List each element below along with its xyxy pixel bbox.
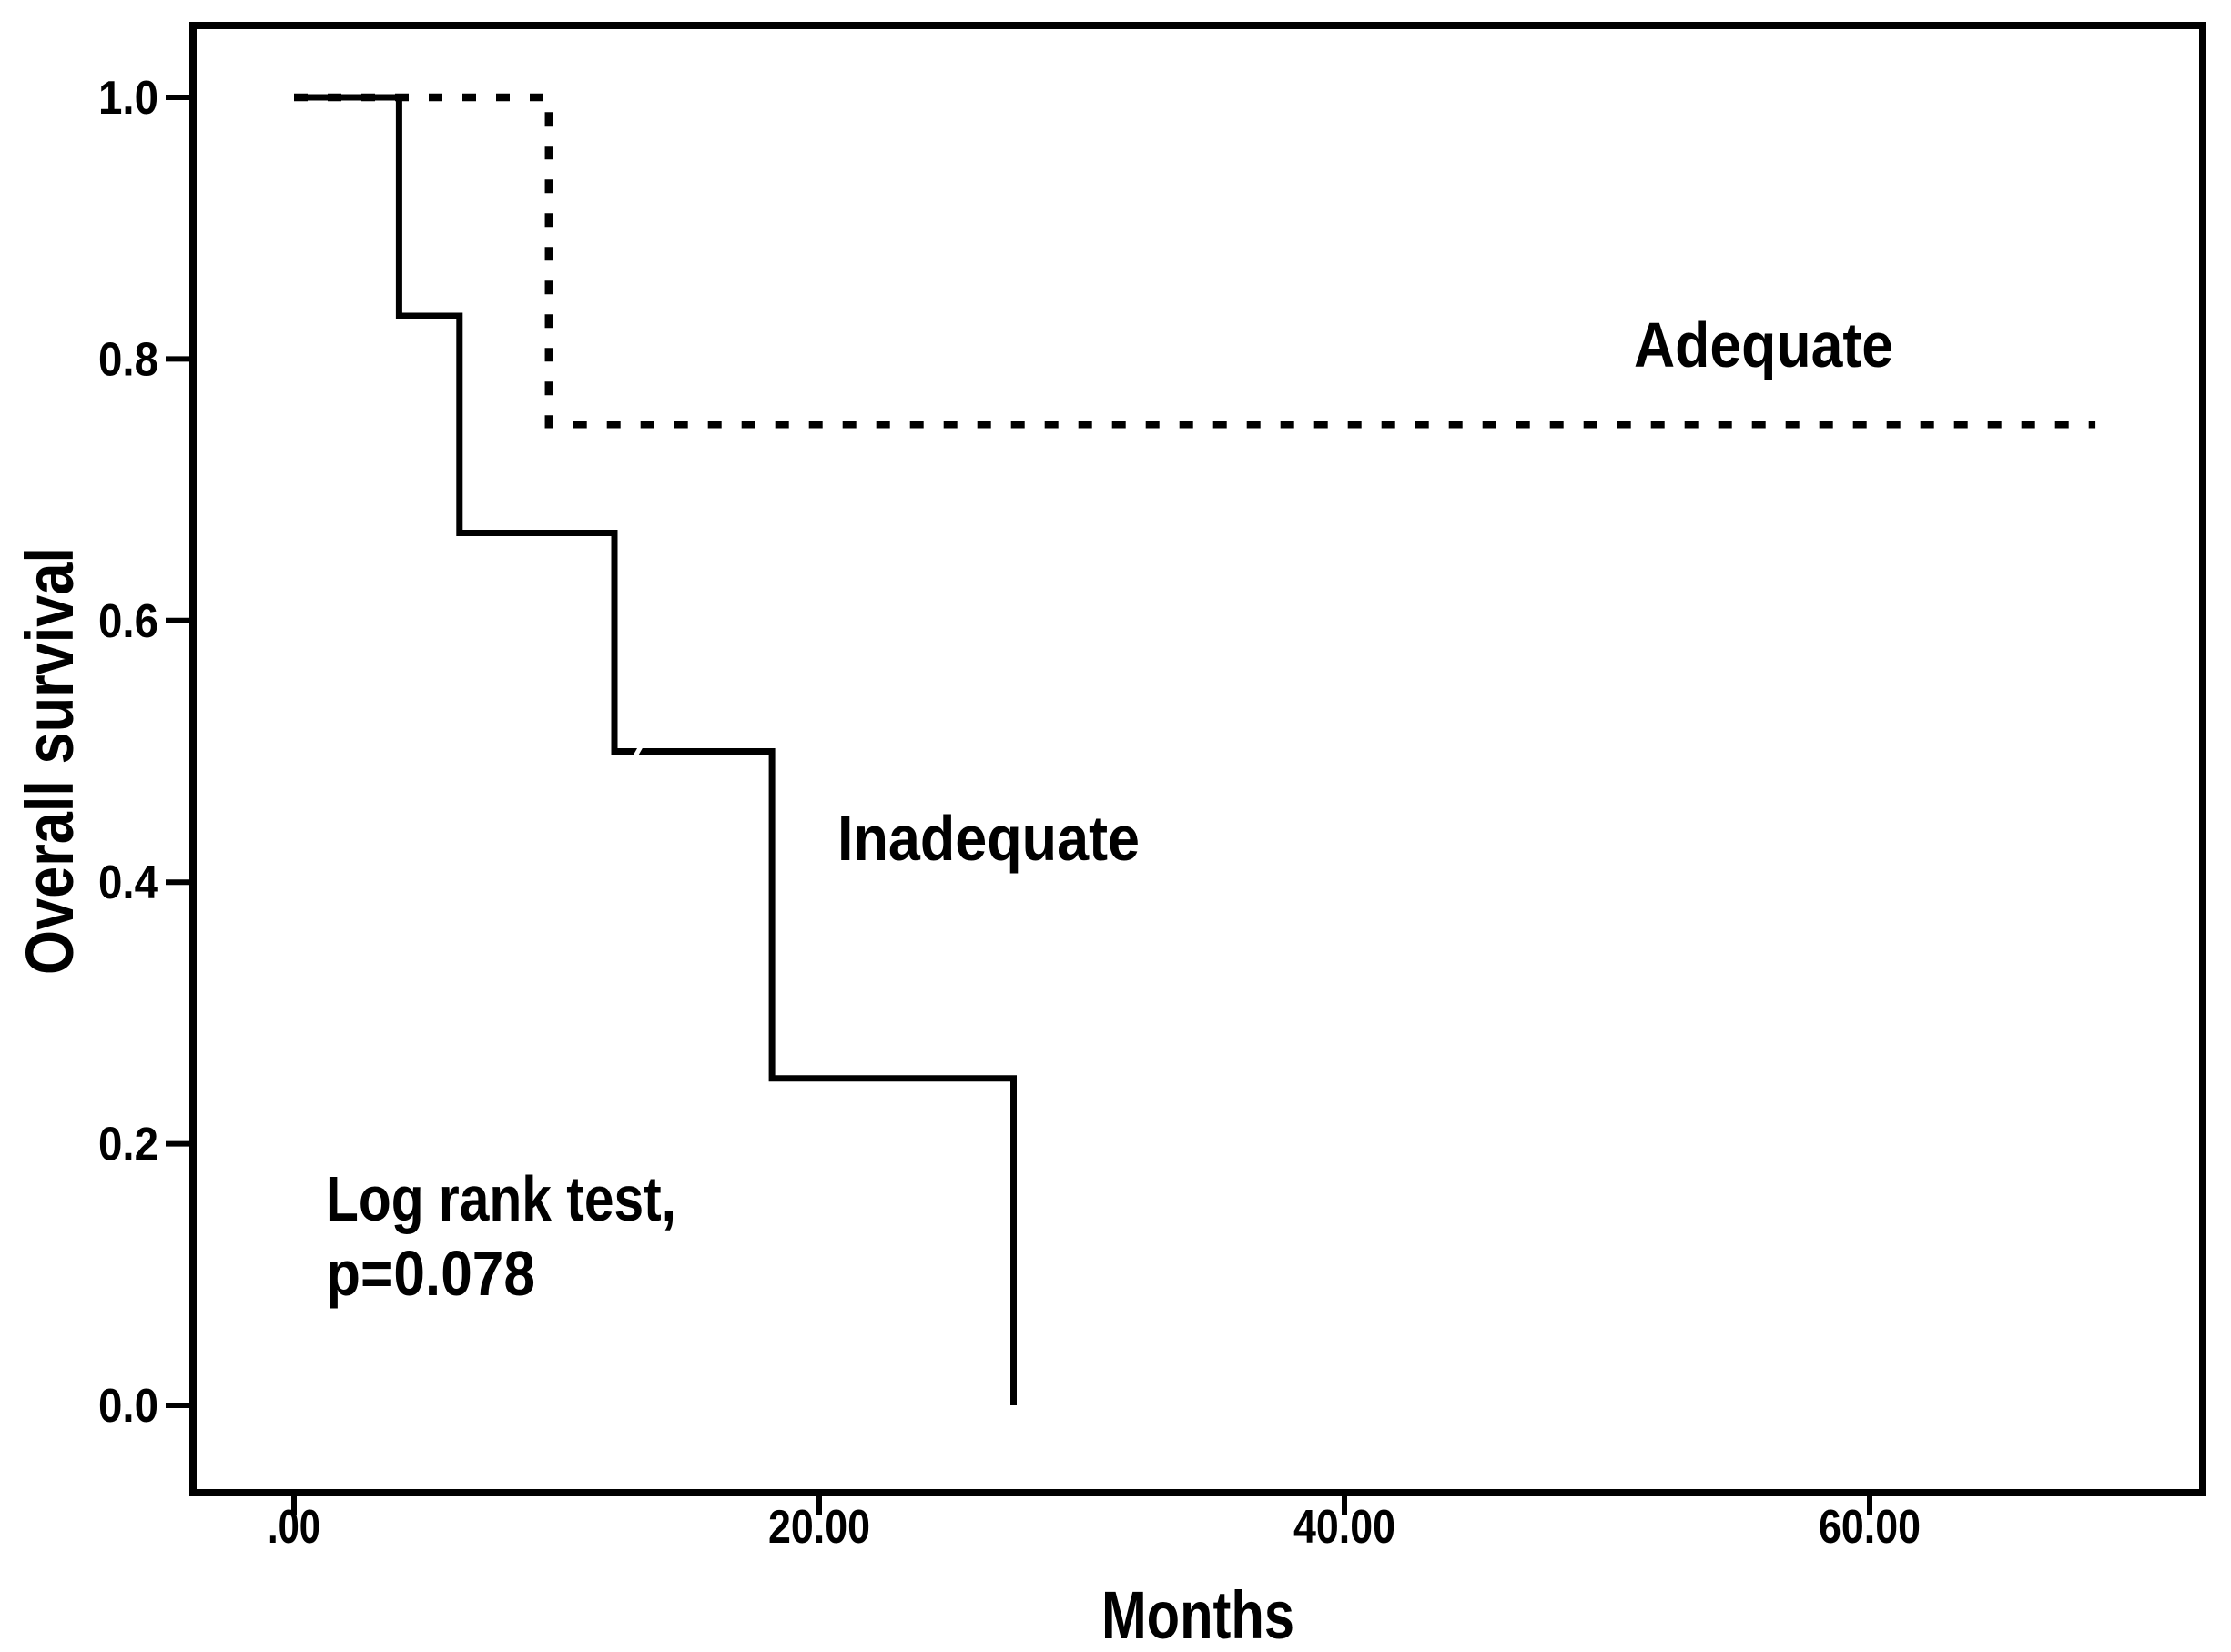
logrank-annotation-line2: p=0.078 [326,1238,535,1309]
x-tick-label: 60.00 [1819,1501,1921,1554]
y-tick-label: 0.6 [98,595,158,648]
x-tick-label: 20.00 [768,1501,870,1554]
censor-tick [628,737,648,765]
y-axis-title: Overall survival [12,547,87,975]
y-tick-label: 0.4 [98,856,158,909]
y-tick-label: 0.2 [98,1119,158,1171]
logrank-annotation-line1: Log rank test, [326,1163,676,1234]
y-tick-label: 0.0 [98,1380,158,1433]
adequate-step-line [294,93,2096,429]
x-axis-title: Months [1101,1577,1294,1652]
adequate-series-label: Adequate [1634,309,1893,380]
censor-marks [628,737,648,765]
inadequate-step-line [294,94,1017,1405]
y-tick-label: 0.8 [98,333,158,386]
x-tick-label: 40.00 [1293,1501,1395,1554]
series-inadequate-curve [294,94,1017,1405]
x-axis-ticks: .00 20.00 40.00 60.00 [268,1493,1921,1554]
inadequate-series-label: Inadequate [837,803,1140,874]
plot-frame [189,22,2206,1496]
y-tick-label: 1.0 [98,72,158,125]
y-axis-ticks: 0.0 0.2 0.4 0.6 0.8 1.0 [98,72,193,1433]
x-tick-label: .00 [268,1501,320,1554]
series-adequate-curve [294,93,2096,429]
